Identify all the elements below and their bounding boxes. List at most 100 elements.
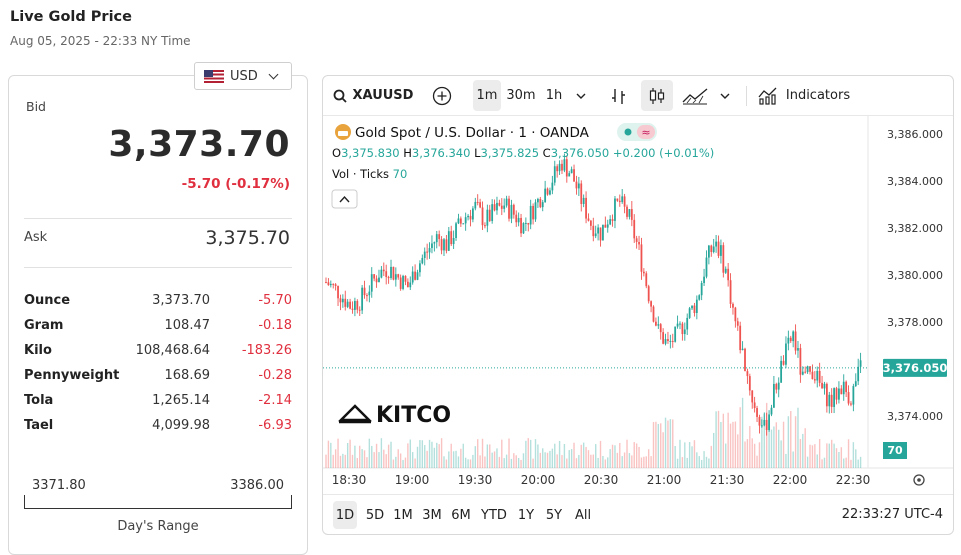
range-3m[interactable]: 3M xyxy=(422,507,442,523)
volume-bar xyxy=(344,454,346,468)
volume-bar xyxy=(631,455,633,468)
volume-bar xyxy=(669,419,672,468)
candle xyxy=(626,206,628,217)
candle xyxy=(375,278,378,283)
volume-bar xyxy=(780,440,782,468)
gear-icon[interactable] xyxy=(913,474,925,486)
volume-bar xyxy=(558,440,561,468)
candle xyxy=(517,217,520,223)
volume-bar xyxy=(354,445,356,468)
volume-bar xyxy=(517,457,520,468)
volume-bar xyxy=(416,446,419,468)
volume-bar xyxy=(688,442,691,468)
volume-bar xyxy=(799,438,802,468)
volume-bar xyxy=(493,451,496,468)
volume-bar xyxy=(505,454,508,468)
volume-bar xyxy=(835,448,838,468)
unit-name: Gram xyxy=(24,318,64,333)
chart-type-dropdown[interactable] xyxy=(715,80,735,111)
candle xyxy=(821,382,823,389)
time-tick-label: 20:30 xyxy=(584,473,619,487)
interval-1m[interactable]: 1m xyxy=(473,80,501,111)
candle xyxy=(628,209,631,217)
indicators-button[interactable]: Indicators xyxy=(755,80,853,111)
chevron-up-icon xyxy=(339,195,350,203)
symbol-search[interactable]: XAUUSD xyxy=(331,80,415,111)
candle xyxy=(594,233,597,237)
bar-style-button[interactable] xyxy=(605,80,633,111)
range-6m[interactable]: 6M xyxy=(451,507,471,523)
candle xyxy=(334,284,337,286)
volume-bar xyxy=(508,438,510,468)
candle xyxy=(503,205,506,209)
candle xyxy=(753,402,756,409)
volume-bar xyxy=(821,459,823,468)
volume-bar xyxy=(424,445,426,468)
volume-bar xyxy=(395,456,397,468)
clock: 22:33:27 UTC-4 xyxy=(841,507,943,522)
interval-dropdown[interactable] xyxy=(571,80,591,111)
interval-30m[interactable]: 30m xyxy=(506,88,536,103)
candle xyxy=(589,220,592,226)
range-1y[interactable]: 1Y xyxy=(517,507,535,523)
volume-bar xyxy=(761,416,763,468)
candle xyxy=(356,301,359,310)
volume-bar xyxy=(751,438,753,468)
candle xyxy=(358,309,361,311)
candle xyxy=(828,394,831,407)
candle xyxy=(339,298,342,303)
unit-change: -6.93 xyxy=(258,418,292,433)
range-1d[interactable]: 1D xyxy=(333,501,357,529)
candle xyxy=(510,204,513,219)
volume-bar xyxy=(691,446,693,468)
candles-icon xyxy=(649,87,665,104)
range-5d[interactable]: 5D xyxy=(365,507,385,523)
interval-1h[interactable]: 1h xyxy=(545,88,563,103)
range-all[interactable]: All xyxy=(574,507,592,523)
range-1m[interactable]: 1M xyxy=(393,507,413,523)
volume-bar xyxy=(790,410,792,468)
volume-bar xyxy=(715,411,717,468)
volume-bar xyxy=(652,422,655,468)
candle xyxy=(734,307,737,322)
candles-button[interactable] xyxy=(641,80,673,111)
range-5y[interactable]: 5Y xyxy=(545,507,563,523)
candle xyxy=(609,219,612,225)
volume-bar xyxy=(407,443,409,468)
currency-select[interactable]: USD xyxy=(194,62,292,90)
volume-bar xyxy=(708,458,710,468)
candle xyxy=(797,348,799,351)
volume-bar xyxy=(599,440,602,468)
volume-bar xyxy=(544,452,546,468)
volume-bar xyxy=(739,407,741,468)
volume-bar xyxy=(604,459,607,468)
range-high: 3386.00 xyxy=(230,478,284,493)
candle xyxy=(459,218,462,224)
unit-price: 4,099.98 xyxy=(152,418,210,433)
candle xyxy=(830,394,833,407)
delayed-badge-glyph: ≈ xyxy=(641,126,650,139)
range-ytd[interactable]: YTD xyxy=(481,507,507,523)
volume-bar xyxy=(443,456,445,468)
candle xyxy=(751,390,754,403)
price-chart[interactable]: 3,386.000 3,384.000 3,382.000 3,380.000 3,37… xyxy=(323,116,954,496)
volume-bar xyxy=(440,438,443,468)
plus-circle-icon xyxy=(432,86,452,105)
candle xyxy=(476,201,479,203)
collapse-legend-button[interactable] xyxy=(331,189,358,209)
volume-bar xyxy=(587,450,590,468)
candle xyxy=(825,383,828,407)
volume-bar xyxy=(404,457,407,468)
volume-bar xyxy=(785,453,787,468)
candle xyxy=(604,224,607,228)
volume-bar xyxy=(626,439,628,468)
candle xyxy=(616,198,619,201)
price-tick-label: 3,374.000 xyxy=(887,410,943,423)
area-chart-button[interactable] xyxy=(679,80,711,111)
candle xyxy=(621,196,624,203)
candle xyxy=(746,371,749,377)
gear-icon-center xyxy=(917,478,921,482)
candle xyxy=(474,201,477,209)
candle xyxy=(565,159,568,177)
compare-button[interactable] xyxy=(429,80,455,111)
